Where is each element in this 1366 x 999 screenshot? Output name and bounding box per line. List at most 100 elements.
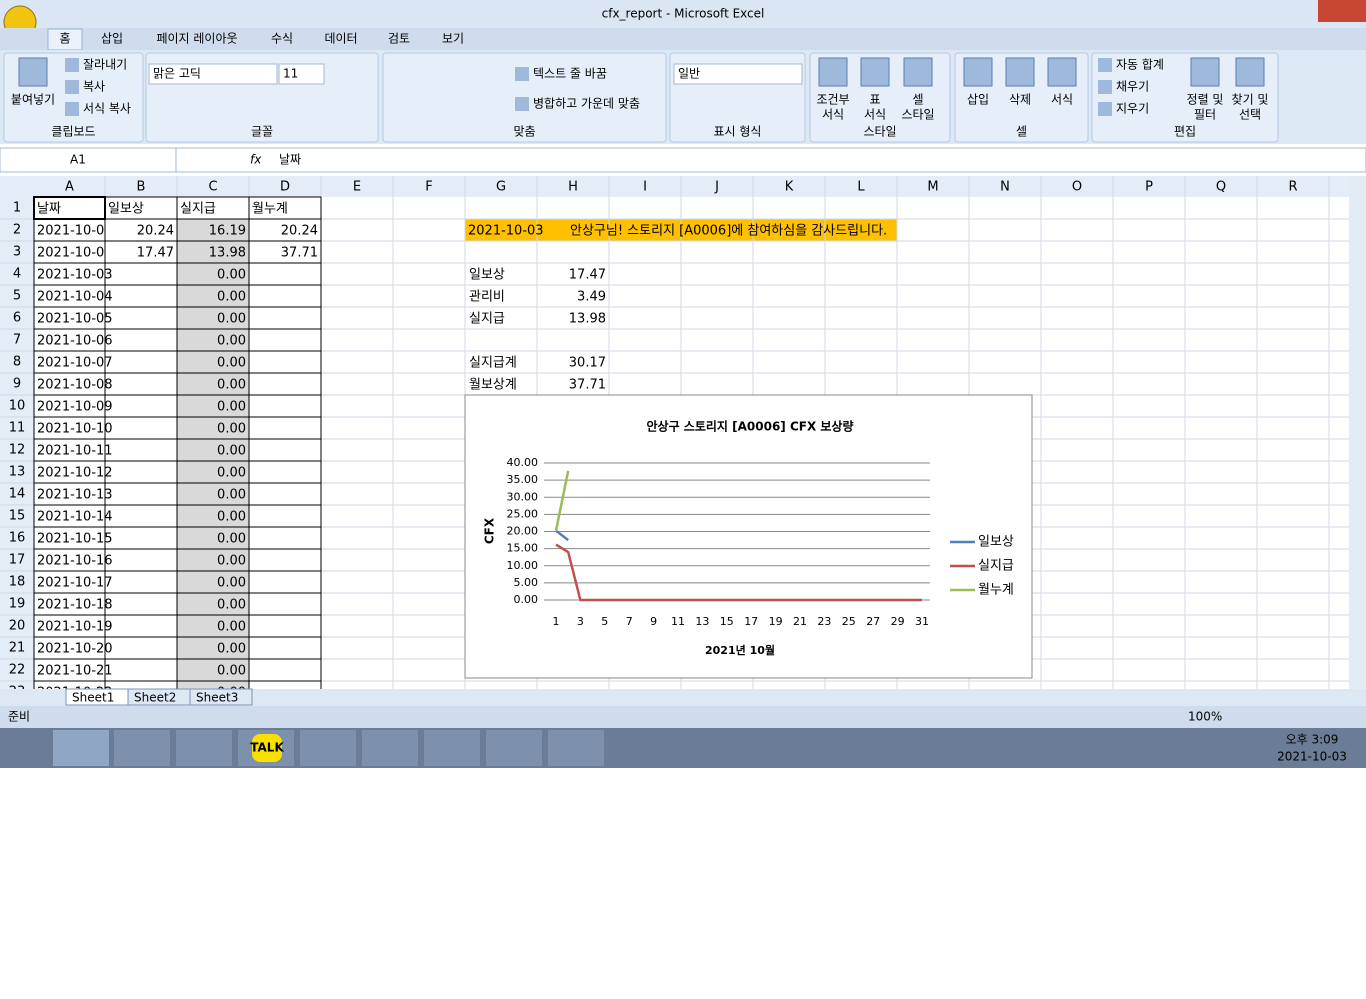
- column-header: O: [1072, 180, 1082, 195]
- ribbon-tab[interactable]: 페이지 레이아웃: [156, 32, 237, 46]
- title-bar: [0, 0, 1366, 28]
- ribbon-group-label: 스타일: [863, 125, 896, 139]
- ribbon-button-label[interactable]: 지우기: [1116, 102, 1149, 116]
- column-header: J: [714, 180, 719, 195]
- ribbon-group-label: 맞춤: [513, 125, 535, 139]
- cell-text: 2021-10-10: [37, 422, 113, 437]
- ribbon-button-label[interactable]: 자동 합계: [1116, 58, 1164, 72]
- name-box[interactable]: [0, 147, 177, 173]
- ribbon-button-label[interactable]: 채우기: [1116, 80, 1149, 94]
- column-header: C: [208, 180, 217, 195]
- column-header: D: [280, 180, 290, 195]
- ribbon-button-label[interactable]: 필터: [1194, 108, 1216, 122]
- notice-date: 2021-10-03: [468, 224, 544, 239]
- taskbar-app[interactable]: [548, 730, 604, 766]
- taskbar-app[interactable]: [114, 730, 170, 766]
- ribbon-button-label[interactable]: 서식: [1051, 93, 1073, 107]
- ribbon-icon-small: [1098, 58, 1112, 72]
- ribbon-icon[interactable]: [1190, 57, 1220, 87]
- ribbon-button-label[interactable]: 서식 복사: [83, 102, 131, 116]
- ribbon-button-label[interactable]: 삭제: [1009, 93, 1031, 107]
- summary-label: 실지급계: [469, 356, 517, 371]
- ribbon-button-label[interactable]: 서식: [864, 108, 886, 122]
- cell-text: 2021-10-16: [37, 554, 113, 569]
- y-tick-label: 15.00: [507, 542, 539, 555]
- row-header: 2: [13, 223, 21, 238]
- fx-icon: fx: [250, 153, 262, 167]
- cell-text: 0.00: [217, 334, 246, 349]
- cell-text: 0.00: [217, 554, 246, 569]
- ribbon-dropdown[interactable]: [673, 63, 803, 85]
- ribbon-button-label[interactable]: 서식: [822, 108, 844, 122]
- ribbon-button-label[interactable]: 복사: [83, 80, 105, 94]
- x-tick-label: 27: [866, 615, 880, 628]
- status-text: 준비: [8, 710, 30, 724]
- close-button[interactable]: [1318, 0, 1366, 22]
- ribbon-button-label[interactable]: 셀: [912, 93, 923, 107]
- taskbar-app[interactable]: [53, 730, 109, 766]
- sheet-tab-label[interactable]: Sheet3: [196, 691, 238, 705]
- row-header: 21: [9, 641, 26, 656]
- ribbon-tab[interactable]: 데이터: [324, 32, 357, 46]
- ribbon-icon[interactable]: [860, 57, 890, 87]
- x-tick-label: 15: [720, 615, 734, 628]
- ribbon-button-label[interactable]: 11: [283, 67, 298, 81]
- ribbon-tab[interactable]: 삽입: [101, 32, 123, 46]
- x-tick-label: 5: [601, 615, 608, 628]
- row-header: 10: [9, 399, 26, 414]
- cell-text: 2021-10-09: [37, 400, 113, 415]
- ribbon-button-label[interactable]: 일반: [678, 67, 700, 81]
- ribbon-icon[interactable]: [903, 57, 933, 87]
- taskbar-app[interactable]: [176, 730, 232, 766]
- legend-label: 실지급: [978, 559, 1014, 574]
- kakao-label: TALK: [250, 741, 284, 755]
- cell-text: 0.00: [217, 686, 246, 701]
- x-tick-label: 29: [891, 615, 905, 628]
- ribbon-button-label[interactable]: 붙여넣기: [11, 93, 55, 107]
- ribbon-button-label[interactable]: 삽입: [967, 93, 989, 107]
- y-tick-label: 30.00: [507, 490, 539, 503]
- cell-text: 2021-10-0: [37, 224, 104, 239]
- sheet-tab-label[interactable]: Sheet2: [134, 691, 176, 705]
- ribbon-dropdown[interactable]: [148, 63, 278, 85]
- v-scrollbar[interactable]: [1349, 176, 1366, 689]
- cell-text: 2021-10-03: [37, 268, 113, 283]
- taskbar-app[interactable]: [362, 730, 418, 766]
- cell-text: 2021-10-21: [37, 664, 113, 679]
- ribbon-button-label[interactable]: 선택: [1239, 108, 1261, 122]
- cell-text: 0.00: [217, 488, 246, 503]
- ribbon-icon[interactable]: [1005, 57, 1035, 87]
- formula-content: 날짜: [279, 153, 301, 167]
- cell-text: 2021-10-15: [37, 532, 113, 547]
- taskbar-app[interactable]: [486, 730, 542, 766]
- sheet-tab-label[interactable]: Sheet1: [72, 691, 114, 705]
- ribbon-icon[interactable]: [18, 57, 48, 87]
- ribbon-button-label[interactable]: 조건부: [816, 93, 849, 107]
- ribbon-tab[interactable]: 검토: [388, 32, 410, 46]
- taskbar-app[interactable]: [424, 730, 480, 766]
- ribbon-tab[interactable]: 홈: [59, 32, 70, 46]
- summary-label: 실지급: [469, 312, 505, 327]
- sheet-tab-bar: [0, 689, 1366, 706]
- ribbon-button-label[interactable]: 병합하고 가운데 맞춤: [533, 97, 640, 111]
- cell-text: 16.19: [209, 224, 246, 239]
- column-header: M: [927, 180, 938, 195]
- x-tick-label: 9: [650, 615, 657, 628]
- ribbon-button-label[interactable]: 텍스트 줄 바꿈: [533, 67, 607, 81]
- ribbon-icon[interactable]: [1235, 57, 1265, 87]
- ribbon-dropdown[interactable]: [278, 63, 325, 85]
- ribbon-icon[interactable]: [963, 57, 993, 87]
- ribbon-icon[interactable]: [1047, 57, 1077, 87]
- ribbon-button-label[interactable]: 표: [869, 93, 880, 107]
- ribbon-tab[interactable]: 보기: [442, 32, 464, 46]
- ribbon-tab[interactable]: 수식: [271, 32, 293, 46]
- taskbar-app[interactable]: [300, 730, 356, 766]
- ribbon-button-label[interactable]: 정렬 및: [1187, 93, 1224, 107]
- summary-value: 3.49: [577, 290, 606, 305]
- ribbon-button-label[interactable]: 찾기 및: [1232, 93, 1269, 107]
- ribbon-icon[interactable]: [818, 57, 848, 87]
- ribbon-button-label[interactable]: 잘라내기: [83, 58, 127, 72]
- ribbon-button-label[interactable]: 맑은 고딕: [153, 67, 201, 81]
- sheet-tab[interactable]: [189, 688, 253, 706]
- ribbon-button-label[interactable]: 스타일: [901, 108, 934, 122]
